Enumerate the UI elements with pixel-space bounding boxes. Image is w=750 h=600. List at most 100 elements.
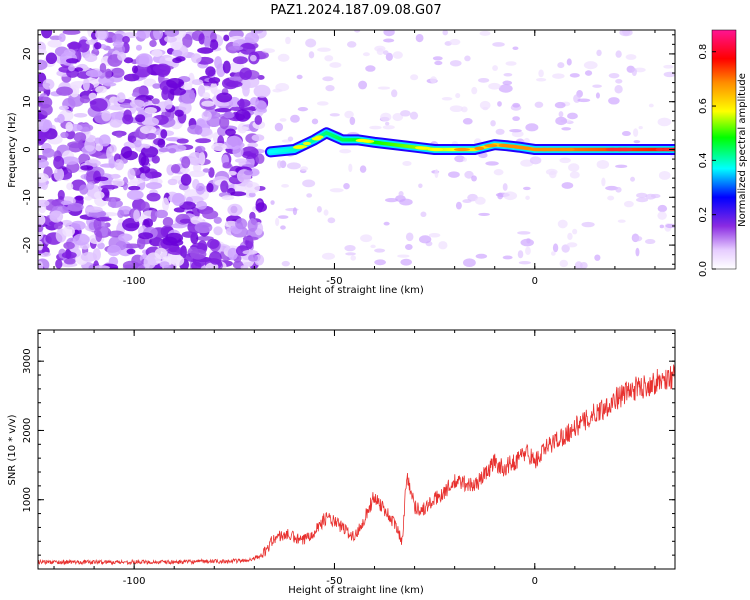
ridge-hotspot (474, 146, 484, 151)
noise-blob (410, 74, 419, 81)
noise-blob (503, 72, 513, 77)
noise-blob (123, 57, 134, 64)
noise-blob (614, 85, 623, 94)
noise-blob (392, 113, 404, 122)
noise-blob (170, 163, 181, 174)
noise-blob (237, 99, 251, 108)
noise-blob (101, 179, 112, 185)
noise-blob (153, 30, 164, 40)
noise-blob (240, 265, 249, 269)
noise-blob (517, 250, 524, 259)
noise-blob (164, 98, 173, 110)
snr-ylabel: SNR (10 * v/v) (7, 414, 18, 485)
noise-blob (143, 255, 157, 269)
noise-blob (190, 248, 207, 260)
noise-blob (254, 100, 267, 113)
noise-blob (227, 247, 239, 260)
noise-blob (93, 42, 102, 50)
noise-blob (42, 78, 55, 90)
noise-blob (630, 176, 635, 182)
noise-blob (164, 30, 180, 37)
noise-blob (464, 55, 471, 62)
noise-blob (85, 69, 103, 78)
noise-blob (187, 151, 204, 166)
noise-blob (164, 35, 177, 43)
noise-blob (134, 139, 142, 148)
ridge-hotspot (558, 147, 568, 152)
noise-blob (128, 185, 141, 191)
noise-blob (79, 95, 91, 104)
colorbar-ticks: 0.0 0.2 0.4 0.6 0.8 (698, 44, 716, 277)
noise-blob (162, 197, 170, 212)
noise-blob (498, 84, 513, 93)
noise-blob (74, 67, 84, 72)
noise-blob (235, 109, 251, 122)
noise-blob (305, 38, 317, 48)
noise-blob (110, 198, 117, 209)
noise-blob (223, 111, 235, 119)
noise-blob (151, 98, 160, 105)
noise-blob (171, 192, 185, 207)
noise-blob (82, 78, 90, 91)
snr-xtick-label-2: 0 (532, 576, 538, 587)
noise-blob (140, 201, 150, 212)
noise-blob (503, 191, 518, 201)
noise-blob (449, 60, 462, 67)
noise-blob (230, 191, 247, 197)
noise-blob (327, 217, 336, 224)
noise-blob (455, 93, 461, 99)
noise-blob (493, 169, 504, 176)
noise-blob (251, 134, 265, 142)
noise-blob (66, 182, 74, 191)
noise-blob (68, 142, 82, 153)
noise-blob (111, 178, 125, 188)
noise-blob (122, 260, 140, 269)
noise-blob (522, 186, 531, 191)
noise-blob (418, 235, 432, 244)
noise-blob (112, 41, 124, 48)
noise-blob (95, 85, 108, 94)
noise-blob (143, 218, 154, 228)
noise-blob (511, 130, 524, 138)
noise-blob (245, 182, 261, 194)
spectrogram-heatmap (38, 30, 675, 269)
noise-blob (520, 238, 534, 247)
noise-blob (208, 251, 222, 265)
spectrogram-ylabel: Frequency (Hz) (7, 112, 18, 188)
noise-blob (254, 115, 263, 125)
noise-blob (60, 131, 69, 139)
noise-blob (169, 87, 187, 96)
noise-blob (488, 82, 501, 90)
noise-blob (329, 62, 342, 68)
noise-blob (577, 98, 591, 103)
noise-blob (281, 260, 290, 267)
noise-blob (383, 38, 395, 43)
noise-blob (234, 158, 248, 163)
noise-blob (49, 210, 64, 223)
noise-blob (248, 254, 259, 262)
colorbar-tick-label-1: 0.2 (698, 207, 709, 223)
noise-blob (596, 49, 602, 57)
noise-blob (391, 89, 398, 98)
noise-blob (165, 137, 180, 142)
noise-blob (477, 77, 490, 83)
noise-blob (665, 223, 675, 229)
noise-blob (174, 109, 184, 117)
noise-blob (69, 84, 80, 98)
noise-blob (428, 232, 441, 238)
noise-blob (67, 41, 82, 50)
noise-blob (58, 33, 66, 43)
noise-blob (122, 243, 141, 249)
noise-blob (131, 65, 139, 74)
noise-blob (114, 159, 124, 171)
noise-blob (139, 125, 157, 135)
noise-blob (67, 93, 85, 107)
noise-blob (594, 254, 601, 261)
noise-blob (286, 162, 301, 170)
noise-blob (370, 244, 376, 249)
snr-xtick-label-0: -100 (123, 576, 146, 587)
noise-blob (205, 66, 216, 77)
noise-blob (216, 92, 233, 103)
noise-blob (122, 176, 129, 191)
noise-blob (239, 42, 256, 55)
